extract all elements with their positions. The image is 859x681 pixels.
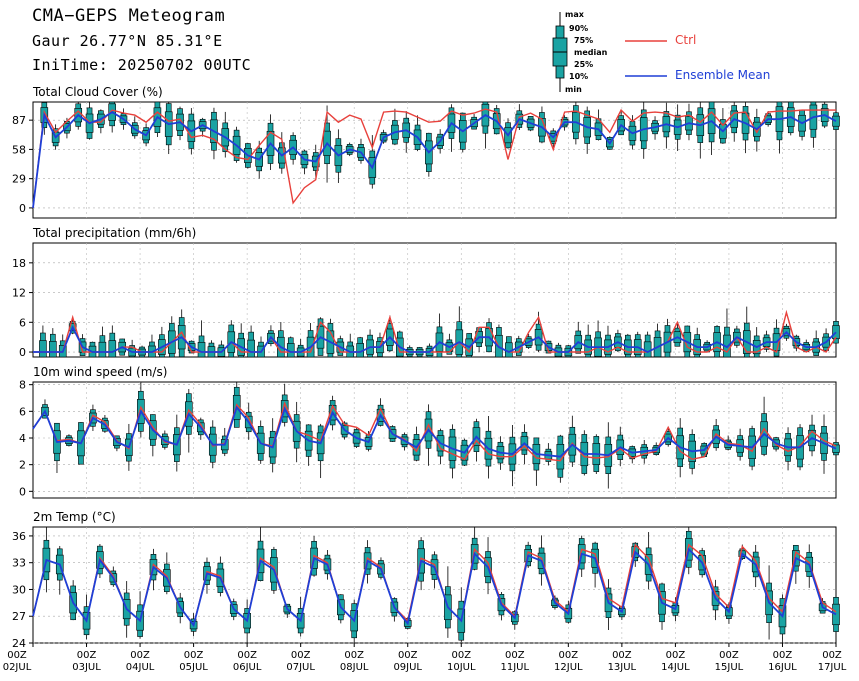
- box-inner: [832, 603, 840, 626]
- y-tick-label: 33: [12, 557, 26, 570]
- location-label: Gaur 26.77°N 85.31°E: [32, 32, 223, 50]
- x-tick-date: 06JUL: [233, 662, 262, 673]
- x-tick-hour: 00Z: [666, 650, 686, 661]
- x-tick-date: 16JUL: [768, 662, 797, 673]
- y-tick-label: 12: [12, 287, 26, 300]
- x-tick-date: 17JUL: [818, 662, 847, 673]
- box-inner: [108, 340, 117, 358]
- legend-ctrl-line: [625, 40, 667, 42]
- x-tick-hour: 00Z: [344, 650, 364, 661]
- ctrl-series-line: [33, 309, 837, 354]
- box-inner: [643, 341, 652, 358]
- x-tick-date: 02JUL: [3, 662, 32, 673]
- x-tick-date: 09JUL: [393, 662, 422, 673]
- box-inner: [39, 340, 47, 358]
- x-tick-hour: 00Z: [612, 650, 632, 661]
- y-tick-label: 8: [19, 379, 26, 392]
- x-tick-hour: 00Z: [719, 650, 739, 661]
- panel-title: 2m Temp (°C): [33, 510, 116, 524]
- legend-max-label: max: [565, 10, 584, 19]
- box-inner: [98, 341, 107, 358]
- x-tick-date: 08JUL: [340, 662, 369, 673]
- x-tick-hour: 00Z: [184, 650, 204, 661]
- x-tick-hour: 00Z: [7, 650, 27, 661]
- x-tick-date: 14JUL: [661, 662, 690, 673]
- x-tick-hour: 00Z: [398, 650, 418, 661]
- panel-title: Total Cloud Cover (%): [32, 85, 163, 99]
- y-tick-label: 27: [12, 610, 26, 623]
- x-tick-date: 05JUL: [179, 662, 208, 673]
- legend-mean-label: Ensemble Mean: [675, 68, 771, 82]
- y-tick-label: 4: [19, 432, 26, 445]
- panel-frame: [32, 101, 837, 219]
- ensemble-mean-line: [33, 325, 837, 354]
- y-tick-label: 0: [19, 202, 26, 215]
- chart-title: CMA−GEPS Meteogram: [32, 6, 226, 26]
- panel-frame: [32, 381, 837, 499]
- y-tick-label: 87: [12, 114, 26, 127]
- ensemble-mean-line: [32, 405, 837, 458]
- x-tick-hour: 00Z: [130, 650, 150, 661]
- y-tick-label: 29: [12, 173, 26, 186]
- x-tick-date: 07JUL: [286, 662, 315, 673]
- x-tick-hour: 00Z: [559, 650, 579, 661]
- x-tick-date: 12JUL: [554, 662, 583, 673]
- y-tick-label: 18: [12, 257, 26, 270]
- y-tick-label: 36: [12, 530, 26, 543]
- ensemble-mean-line: [32, 111, 837, 209]
- x-tick-hour: 00Z: [505, 650, 525, 661]
- y-tick-label: 0: [19, 346, 26, 359]
- box-inner: [197, 342, 206, 358]
- panel-frame: [32, 242, 837, 358]
- x-tick-date: 04JUL: [126, 662, 155, 673]
- y-tick-label: 24: [12, 637, 26, 650]
- x-tick-date: 03JUL: [72, 662, 101, 673]
- box-inner: [49, 341, 57, 358]
- panel-title: 10m wind speed (m/s): [33, 365, 167, 379]
- ctrl-series-line: [32, 543, 837, 627]
- legend-p25-label: 25%: [574, 60, 594, 69]
- legend-min-label: min: [565, 85, 582, 94]
- legend-p90-label: 90%: [569, 24, 589, 33]
- legend-p75-label: 75%: [574, 36, 594, 45]
- x-tick-date: 11JUL: [501, 662, 530, 673]
- legend-boxplot-glyph: [552, 12, 568, 92]
- x-tick-hour: 00Z: [822, 650, 842, 661]
- x-tick-hour: 00Z: [773, 650, 793, 661]
- ensemble-mean-line: [32, 547, 837, 628]
- y-tick-label: 58: [12, 143, 26, 156]
- y-tick-label: 30: [12, 583, 26, 596]
- legend-p10-label: 10%: [569, 72, 589, 81]
- box-inner: [247, 339, 255, 358]
- panel-title: Total precipitation (mm/6h): [32, 226, 196, 240]
- x-tick-hour: 00Z: [291, 650, 311, 661]
- legend-median-label: median: [574, 48, 608, 57]
- y-tick-label: 2: [19, 459, 26, 472]
- x-tick-hour: 00Z: [77, 650, 97, 661]
- legend-mean-line: [625, 75, 667, 77]
- legend-ctrl-label: Ctrl: [675, 33, 697, 47]
- y-tick-label: 0: [19, 485, 26, 498]
- x-tick-hour: 00Z: [451, 650, 471, 661]
- x-tick-date: 13JUL: [608, 662, 637, 673]
- ctrl-series-line: [32, 108, 836, 208]
- y-tick-label: 6: [19, 405, 26, 418]
- init-time-label: IniTime: 20250702 00UTC: [32, 56, 252, 74]
- x-tick-date: 15JUL: [715, 662, 744, 673]
- x-tick-hour: 00Z: [237, 650, 257, 661]
- y-tick-label: 6: [19, 316, 26, 329]
- x-tick-date: 10JUL: [447, 662, 476, 673]
